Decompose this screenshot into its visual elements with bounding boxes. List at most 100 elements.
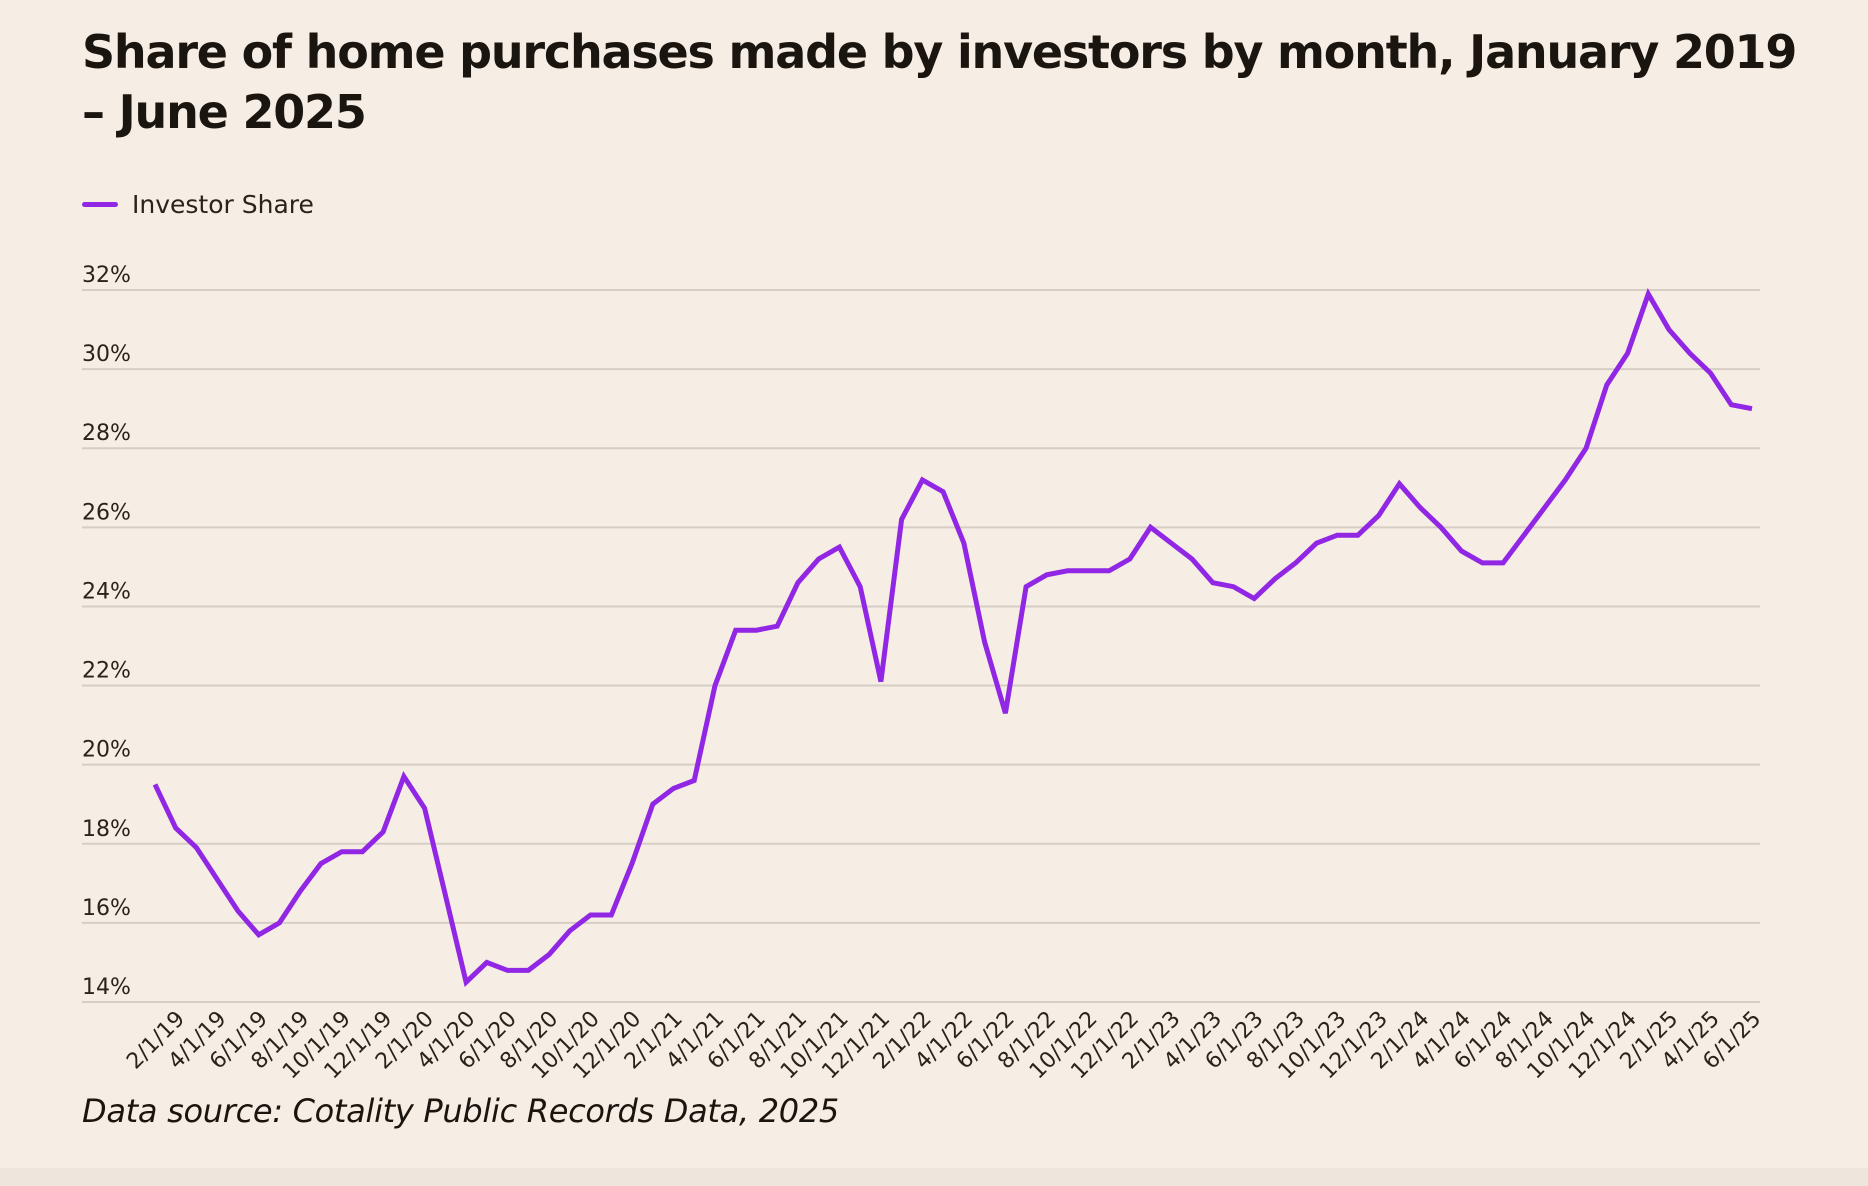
data-point — [1686, 349, 1694, 357]
data-point — [1707, 369, 1715, 377]
grid-lines — [82, 289, 1760, 1003]
data-point — [1748, 405, 1756, 413]
data-point — [1375, 511, 1383, 519]
data-point — [1167, 539, 1175, 547]
data-point — [1312, 539, 1320, 547]
data-point — [587, 911, 595, 919]
data-point — [711, 682, 719, 690]
data-point — [255, 931, 263, 939]
data-point — [960, 539, 968, 547]
data-point — [462, 978, 470, 986]
data-point — [1147, 523, 1155, 531]
series-line-investor-share — [152, 288, 1753, 988]
data-point — [732, 626, 740, 634]
chart-title: Share of home purchases made by investor… — [82, 25, 1797, 139]
data-point — [773, 622, 781, 630]
data-point — [1395, 480, 1403, 488]
data-point — [1064, 567, 1072, 575]
data-point — [1188, 555, 1196, 563]
data-point — [1209, 579, 1217, 587]
data-point — [918, 476, 926, 484]
data-point — [1727, 401, 1735, 409]
data-source-note: Data source: Cotality Public Records Dat… — [82, 1092, 839, 1130]
data-point — [1271, 575, 1279, 583]
data-point — [421, 804, 429, 812]
data-point — [1478, 559, 1486, 567]
data-point — [1499, 559, 1507, 567]
y-tick-label: 22% — [82, 659, 131, 684]
y-tick-label: 30% — [82, 342, 131, 367]
y-tick-label: 26% — [82, 500, 131, 525]
data-point — [981, 638, 989, 646]
data-point — [794, 579, 802, 587]
data-point — [566, 927, 574, 935]
data-point — [628, 860, 636, 868]
y-tick-label: 20% — [82, 738, 131, 763]
x-axis-ticks: 2/1/194/1/196/1/198/1/1910/1/1912/1/192/… — [122, 1007, 1766, 1085]
data-point — [1458, 547, 1466, 555]
data-point — [213, 875, 221, 883]
data-point — [898, 515, 906, 523]
y-tick-label: 28% — [82, 421, 131, 446]
data-point — [752, 626, 760, 634]
data-point — [649, 800, 657, 808]
data-point — [275, 919, 283, 927]
series-investor-share — [151, 288, 1756, 988]
data-point — [151, 780, 159, 788]
y-tick-label: 24% — [82, 579, 131, 604]
data-point — [379, 828, 387, 836]
data-point — [1665, 326, 1673, 334]
data-point — [172, 824, 180, 832]
data-point — [441, 891, 449, 899]
bottom-band — [0, 1168, 1868, 1186]
data-point — [545, 951, 553, 959]
data-point — [939, 488, 947, 496]
data-point — [1250, 595, 1258, 603]
data-point — [1043, 571, 1051, 579]
data-point — [296, 887, 304, 895]
data-point — [690, 776, 698, 784]
data-point — [1561, 476, 1569, 484]
data-point — [815, 555, 823, 563]
data-point — [1582, 444, 1590, 452]
data-point — [234, 907, 242, 915]
y-tick-label: 32% — [82, 263, 131, 288]
data-point — [483, 958, 491, 966]
y-tick-label: 14% — [82, 975, 131, 1000]
legend-swatch-investor-share — [82, 202, 118, 207]
y-axis-ticks: 14% 16% 18% 20% 22% 24% 26% 28% 30% 32% — [82, 263, 131, 1000]
data-point — [1292, 559, 1300, 567]
y-tick-label: 18% — [82, 817, 131, 842]
data-point — [1105, 567, 1113, 575]
data-point — [317, 860, 325, 868]
data-point — [1084, 567, 1092, 575]
data-point — [1354, 531, 1362, 539]
data-point — [358, 848, 366, 856]
data-point — [670, 784, 678, 792]
data-point — [1126, 555, 1134, 563]
line-chart: 14% 16% 18% 20% 22% 24% 26% 28% 30% 32% 2/1/194/1… — [82, 263, 1766, 1085]
data-point — [504, 966, 512, 974]
data-point — [1624, 349, 1632, 357]
data-point — [1437, 523, 1445, 531]
y-tick-label: 16% — [82, 896, 131, 921]
data-point — [1520, 531, 1528, 539]
data-point — [524, 966, 532, 974]
data-point — [607, 911, 615, 919]
data-point — [1603, 381, 1611, 389]
data-point — [1001, 709, 1009, 717]
data-point — [1644, 290, 1652, 298]
data-point — [338, 848, 346, 856]
data-point — [835, 543, 843, 551]
data-point — [1541, 504, 1549, 512]
data-point — [856, 583, 864, 591]
data-point — [1333, 531, 1341, 539]
data-point — [192, 844, 200, 852]
data-point — [877, 678, 885, 686]
data-point — [1416, 504, 1424, 512]
legend-label-investor-share: Investor Share — [132, 190, 314, 219]
legend: Investor Share — [82, 190, 314, 219]
data-point — [1229, 583, 1237, 591]
data-point — [1022, 583, 1030, 591]
data-point — [400, 773, 408, 781]
